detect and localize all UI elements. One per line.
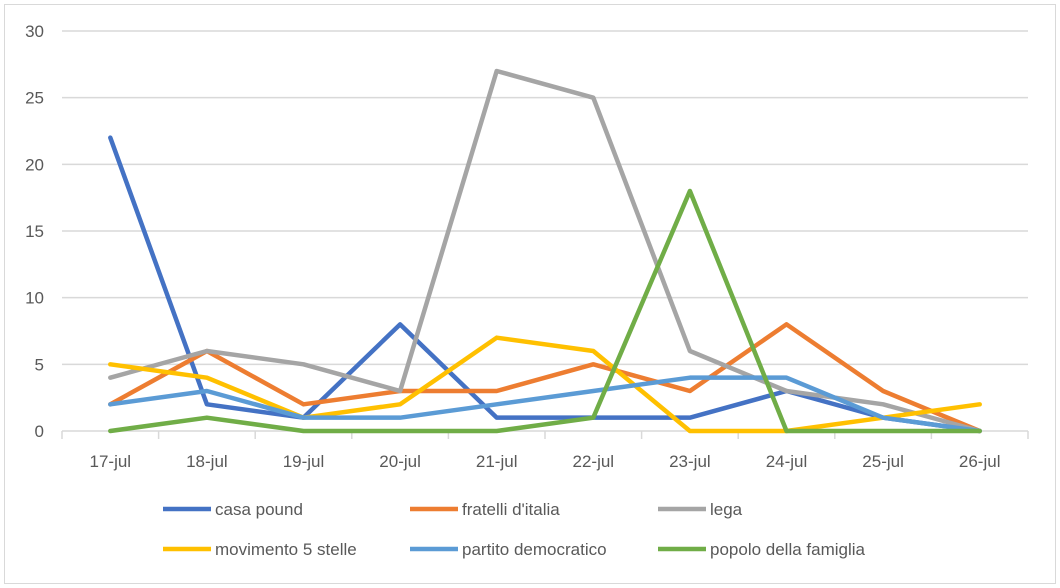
series-line-movimento-5-stelle xyxy=(108,335,982,434)
y-tick-label: 30 xyxy=(25,22,44,41)
legend-label: popolo della famiglia xyxy=(710,540,866,559)
legend-label: casa pound xyxy=(215,500,303,519)
x-tick-label: 19-jul xyxy=(283,452,325,471)
series-line-partito-democratico xyxy=(108,375,982,434)
series-line-casa-pound xyxy=(108,135,982,434)
x-tick-label: 18-jul xyxy=(186,452,228,471)
y-tick-label: 15 xyxy=(25,222,44,241)
y-tick-label: 10 xyxy=(25,289,44,308)
y-tick-label: 5 xyxy=(35,355,44,374)
series-line-fratelli-d-italia xyxy=(108,322,982,434)
x-tick-label: 24-jul xyxy=(766,452,808,471)
y-tick-label: 20 xyxy=(25,155,44,174)
x-tick-label: 26-jul xyxy=(959,452,1001,471)
y-tick-label: 0 xyxy=(35,422,44,441)
x-tick-label: 20-jul xyxy=(379,452,421,471)
x-tick-label: 22-jul xyxy=(573,452,615,471)
series-line-popolo-della-famiglia xyxy=(108,188,982,434)
legend-label: fratelli d'italia xyxy=(462,500,560,519)
legend-label: lega xyxy=(710,500,743,519)
chart-frame xyxy=(4,4,1056,584)
legend-label: movimento 5 stelle xyxy=(215,540,357,559)
legend-label: partito democratico xyxy=(462,540,607,559)
y-tick-label: 25 xyxy=(25,89,44,108)
x-tick-label: 23-jul xyxy=(669,452,711,471)
x-tick-label: 25-jul xyxy=(862,452,904,471)
x-tick-label: 17-jul xyxy=(90,452,132,471)
x-tick-label: 21-jul xyxy=(476,452,518,471)
